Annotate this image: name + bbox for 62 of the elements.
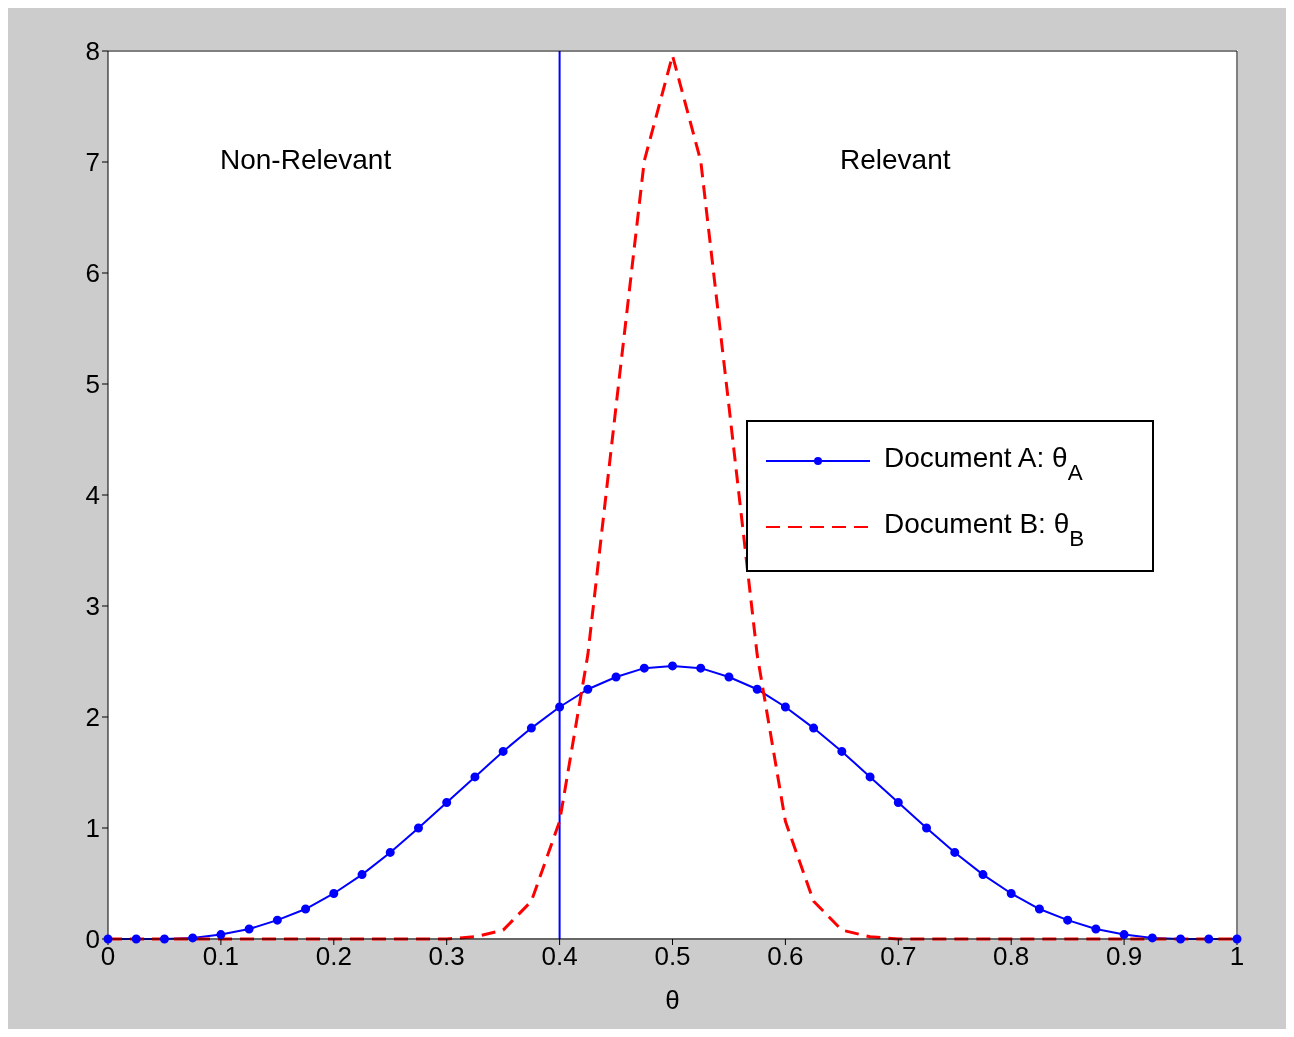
point xyxy=(1034,904,1044,914)
point xyxy=(583,684,593,694)
x-tick-label: 0.3 xyxy=(428,941,465,972)
point xyxy=(922,823,932,833)
point xyxy=(639,663,649,673)
point xyxy=(442,797,452,807)
point xyxy=(216,930,226,940)
legend-label: Document A: θ$_{A}$ xyxy=(884,442,1083,485)
x-tick-label: 0.4 xyxy=(541,941,578,972)
point xyxy=(696,663,706,673)
point xyxy=(301,904,311,914)
x-tick-label: 0.9 xyxy=(1106,941,1143,972)
point xyxy=(272,915,282,925)
x-axis-title: θ xyxy=(665,985,680,1015)
y-tick-label: 1 xyxy=(85,813,100,844)
point xyxy=(188,933,198,943)
point xyxy=(978,870,988,880)
y-tick-label: 8 xyxy=(85,36,100,67)
point xyxy=(1204,934,1214,944)
point xyxy=(724,672,734,682)
point xyxy=(893,797,903,807)
y-tick-label: 5 xyxy=(85,369,100,400)
point xyxy=(950,847,960,857)
point xyxy=(780,702,790,712)
x-tick-label: 0.1 xyxy=(202,941,239,972)
x-tick-label: 1 xyxy=(1229,941,1245,972)
y-tick-label: 4 xyxy=(85,480,100,511)
legend-label: Document B: θ$_{B}$ xyxy=(884,508,1085,551)
point xyxy=(1006,888,1016,898)
point xyxy=(357,870,367,880)
annotation: Relevant xyxy=(840,144,951,176)
y-tick-label: 6 xyxy=(85,258,100,289)
y-tick-label: 3 xyxy=(85,591,100,622)
point xyxy=(837,746,847,756)
x-tick-label: 0.2 xyxy=(315,941,352,972)
y-tick-label: 7 xyxy=(85,147,100,178)
point xyxy=(470,772,480,782)
point xyxy=(1091,924,1101,934)
point xyxy=(865,772,875,782)
point xyxy=(131,934,141,944)
point xyxy=(498,746,508,756)
point xyxy=(159,934,169,944)
x-tick-label: 0.5 xyxy=(654,941,691,972)
point xyxy=(1119,930,1129,940)
y-tick-label: 2 xyxy=(85,702,100,733)
point xyxy=(1176,934,1186,944)
x-tick-label: 0.6 xyxy=(767,941,804,972)
point xyxy=(385,847,395,857)
point xyxy=(413,823,423,833)
point xyxy=(555,702,565,712)
annotation: Non-Relevant xyxy=(220,144,392,176)
point xyxy=(329,888,339,898)
point xyxy=(611,672,621,682)
point xyxy=(1063,915,1073,925)
x-tick-label: 0.7 xyxy=(880,941,917,972)
point xyxy=(752,684,762,694)
point xyxy=(526,723,536,733)
point xyxy=(809,723,819,733)
point xyxy=(244,924,254,934)
x-tick-label: 0.8 xyxy=(993,941,1030,972)
point xyxy=(668,661,677,671)
point xyxy=(1147,933,1157,943)
